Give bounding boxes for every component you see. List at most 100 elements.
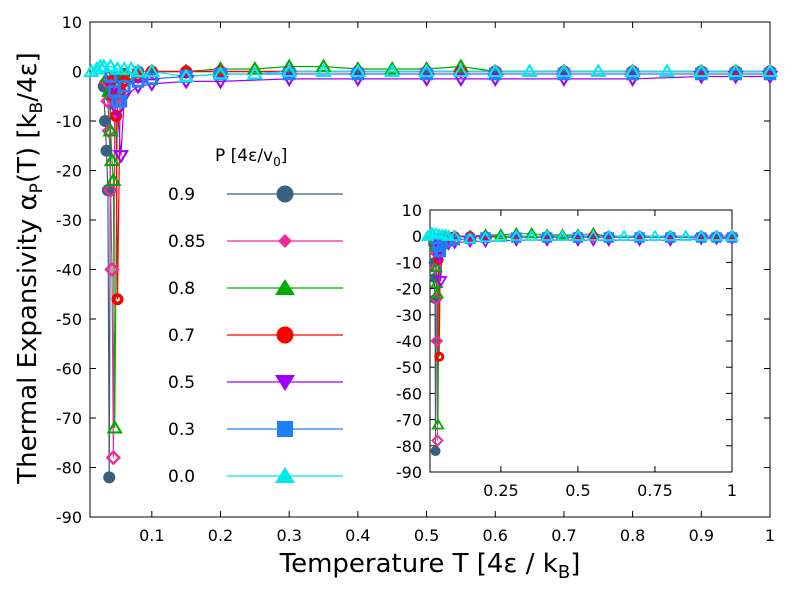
inset-x-tick-label-1: 0.5	[565, 481, 590, 500]
main-series-0-point-1	[99, 115, 112, 127]
main-x-tick-label-8: 0.9	[689, 526, 714, 545]
main-x-tick-label-6: 0.7	[551, 526, 576, 545]
main-axis-ticks: 0.1 0.2 0.3 0.4 0.5 0.6 0.7 0.8 0.9 1100-10-20-30…	[56, 13, 775, 545]
inset-y-tick-label-6: -50	[396, 358, 422, 377]
main-series-6-point-27	[761, 63, 779, 78]
main-series-4-point-2	[112, 150, 130, 164]
main-y-tick-label-5: -40	[56, 261, 82, 280]
main-series-6-point-19	[487, 63, 504, 78]
inset-series-0-point-4	[430, 446, 441, 457]
main-series-4-point-15	[693, 70, 710, 85]
legend-label-2: 0.8	[168, 279, 195, 299]
main-series-4-point-7	[212, 75, 229, 90]
main-series-2-point-2	[102, 122, 119, 137]
main-series-0-point-4	[103, 471, 116, 484]
main-series-4-point-11	[452, 73, 470, 87]
inset-series-6-point-24	[678, 229, 693, 241]
inset-axis-ticks: 0.25 0.5 0.75 1 10 0 -10 -20 -30 -40 -50 -60 -70 -80 -…	[396, 201, 737, 500]
main-series-6-point-20	[521, 63, 538, 78]
inset-y-tick-label-1: 0	[412, 227, 422, 246]
main-x-tick-label-2: 0.3	[276, 526, 301, 545]
inset-series-6-point-18	[586, 229, 601, 241]
inset-series-2-point-2	[429, 260, 443, 273]
inset-x-tick-label-2: 0.75	[637, 481, 673, 500]
inset-series-5-point-5	[443, 236, 454, 247]
main-series-3-point-3	[111, 293, 124, 306]
legend-title: P [4ε/v0]	[215, 146, 287, 169]
inset-background	[430, 210, 732, 472]
inset-series-3-point-3	[434, 351, 445, 362]
main-y-tick-label-8: -70	[56, 409, 82, 428]
legend-marker-1	[278, 234, 292, 248]
legend-marker-0	[276, 185, 294, 203]
main-series-6-point-14	[315, 63, 332, 78]
main-series-6-point-18	[452, 63, 470, 78]
main-series-5-point-4	[118, 80, 131, 93]
inset-series-6-point-17	[571, 229, 585, 241]
inset-series-2-point-4	[430, 287, 445, 299]
main-series-2-point-12	[246, 60, 264, 75]
legend-marker-5	[277, 421, 293, 437]
inset-y-tick-label-8: -70	[396, 411, 422, 430]
inset-series-6-point-7	[438, 228, 453, 240]
inset-series-6-point-19	[601, 229, 616, 241]
main-series-6-point-8	[129, 63, 147, 78]
inset-series-6-point-22	[648, 229, 662, 241]
main-series-3-point-2	[110, 110, 123, 123]
inset-series-6-point-26	[709, 229, 724, 241]
inset-series-6-point-10	[463, 232, 477, 244]
inset-series-6-point-25	[694, 229, 708, 241]
legend-label-1: 0.85	[168, 232, 206, 252]
main-series-6-point-7	[123, 60, 140, 75]
inset-series-2-point-12	[494, 228, 508, 240]
inset-y-tick-label-7: -60	[396, 384, 422, 403]
main-series-6-point-9	[143, 63, 160, 78]
main-series-6-point-12	[246, 65, 264, 80]
main-y-tick-label-1: 0	[72, 63, 82, 82]
legend-marker-3	[276, 326, 294, 344]
main-x-tick-label-5: 0.6	[483, 526, 508, 545]
main-series-1-point-3	[102, 182, 119, 198]
main-series-5-point-6	[145, 72, 159, 86]
main-series-6-point-21	[555, 63, 573, 78]
inset-series-6-point-0	[420, 229, 435, 241]
inset-series-6-point-27	[725, 229, 739, 241]
legend-marker-2	[275, 279, 295, 295]
main-series-6-point-25	[693, 63, 710, 78]
main-series-layer	[83, 58, 779, 484]
main-series-6-point-22	[590, 63, 607, 78]
inset-y-tick-label-2: -10	[396, 253, 422, 272]
main-series-6-point-23	[624, 63, 641, 78]
main-x-tick-label-3: 0.4	[345, 526, 370, 545]
main-series-6-point-26	[727, 63, 744, 78]
main-series-2-point-13	[281, 58, 298, 73]
main-series-6-point-17	[418, 63, 435, 78]
main-series-2-point-14	[315, 58, 332, 73]
main-series-4-point-16	[727, 70, 744, 85]
main-series-2-point-18	[452, 58, 470, 73]
inset-series-6-point-12	[494, 230, 508, 243]
inset-series-6-point-4	[429, 226, 443, 239]
legend-label-0: 0.9	[168, 185, 195, 205]
main-y-tick-label-9: -80	[56, 459, 82, 478]
main-x-tick-label-0: 0.1	[139, 526, 164, 545]
main-series-1-point-5	[105, 449, 122, 466]
inset-series-layer	[420, 226, 739, 457]
main-series-0-point-3	[101, 184, 114, 197]
main-y-tick-label-6: -50	[56, 310, 82, 329]
main-y-tick-label-3: -20	[56, 162, 82, 181]
inset-y-tick-label-10: -90	[396, 463, 422, 482]
main-series-2-point-16	[384, 60, 401, 75]
main-series-6-point-10	[178, 68, 195, 82]
inset-series-6-point-15	[540, 229, 554, 241]
legend: P [4ε/v0] 0.9 0.85 0.8 0.7 0.5 0.3 0.0	[168, 146, 343, 487]
legend-label-3: 0.7	[168, 326, 195, 346]
main-series-6-point-15	[349, 63, 367, 78]
main-series-2-point-5	[106, 419, 123, 434]
main-x-tick-label-4: 0.5	[414, 526, 439, 545]
x-axis-title: Temperature T [4ε / kB]	[279, 549, 581, 583]
inset-series-4-point-2	[433, 276, 448, 288]
main-y-tick-label-10: -90	[56, 508, 82, 527]
inset-series-2-point-5	[431, 418, 445, 430]
